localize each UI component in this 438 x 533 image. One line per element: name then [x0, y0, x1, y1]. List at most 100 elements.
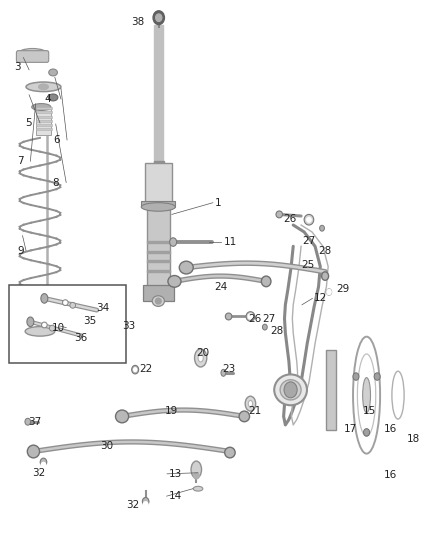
Text: 20: 20: [196, 348, 209, 358]
Bar: [147, 251, 170, 253]
Ellipse shape: [326, 289, 332, 295]
Text: 22: 22: [140, 364, 153, 374]
Ellipse shape: [194, 349, 207, 367]
Ellipse shape: [27, 445, 39, 458]
Ellipse shape: [261, 276, 271, 287]
Ellipse shape: [221, 369, 226, 376]
Text: 33: 33: [122, 321, 135, 331]
Text: 10: 10: [52, 322, 65, 333]
Bar: [147, 205, 170, 288]
Ellipse shape: [193, 486, 203, 491]
Text: 11: 11: [223, 237, 237, 247]
Ellipse shape: [179, 261, 193, 274]
Text: 30: 30: [100, 441, 113, 451]
Ellipse shape: [245, 396, 256, 411]
Ellipse shape: [64, 301, 67, 304]
Bar: [154, 25, 163, 163]
Text: 5: 5: [25, 118, 32, 128]
Ellipse shape: [25, 327, 55, 336]
Text: 28: 28: [318, 246, 332, 255]
Text: 7: 7: [17, 156, 24, 166]
Text: 3: 3: [14, 62, 21, 72]
Circle shape: [374, 373, 380, 380]
Ellipse shape: [48, 94, 58, 101]
Text: 34: 34: [96, 303, 109, 313]
Text: 32: 32: [32, 468, 46, 478]
Ellipse shape: [320, 225, 325, 231]
Circle shape: [284, 382, 297, 398]
Text: 21: 21: [249, 406, 262, 416]
Ellipse shape: [32, 103, 51, 110]
Text: 26: 26: [249, 313, 262, 324]
Ellipse shape: [248, 400, 253, 407]
Text: 16: 16: [384, 424, 397, 434]
Text: 24: 24: [214, 282, 227, 292]
Bar: [35, 124, 52, 126]
Ellipse shape: [116, 410, 129, 423]
Text: 28: 28: [271, 326, 284, 336]
Ellipse shape: [248, 314, 253, 319]
Ellipse shape: [41, 294, 48, 303]
Ellipse shape: [40, 458, 47, 466]
Text: 29: 29: [336, 284, 349, 294]
Text: 9: 9: [17, 246, 24, 255]
Ellipse shape: [155, 298, 161, 304]
Ellipse shape: [262, 324, 267, 330]
Bar: [9, 285, 126, 364]
Text: 1: 1: [215, 198, 221, 208]
Text: 27: 27: [302, 236, 315, 246]
Ellipse shape: [363, 377, 371, 413]
Ellipse shape: [143, 502, 148, 507]
Bar: [147, 270, 170, 272]
Circle shape: [153, 11, 164, 25]
Ellipse shape: [152, 296, 164, 306]
Text: 35: 35: [83, 316, 96, 326]
Ellipse shape: [27, 317, 34, 327]
Text: 6: 6: [53, 135, 60, 145]
Text: 19: 19: [164, 406, 178, 416]
Ellipse shape: [132, 366, 139, 374]
Circle shape: [364, 429, 370, 436]
Bar: [141, 200, 175, 207]
Text: 36: 36: [74, 333, 87, 343]
Ellipse shape: [246, 312, 255, 321]
Text: 16: 16: [384, 470, 397, 480]
Ellipse shape: [18, 49, 47, 59]
Text: 25: 25: [301, 261, 314, 270]
Bar: [35, 107, 52, 109]
Ellipse shape: [49, 325, 55, 331]
Ellipse shape: [225, 313, 232, 320]
Ellipse shape: [63, 300, 68, 305]
Ellipse shape: [198, 354, 203, 362]
Ellipse shape: [239, 411, 250, 422]
Ellipse shape: [141, 203, 175, 211]
Text: 18: 18: [407, 434, 420, 445]
Ellipse shape: [70, 302, 76, 308]
Circle shape: [155, 14, 162, 21]
Ellipse shape: [42, 322, 47, 328]
Text: 17: 17: [343, 424, 357, 434]
Ellipse shape: [26, 82, 61, 92]
Text: 27: 27: [262, 313, 275, 324]
Text: 14: 14: [169, 491, 182, 501]
Text: 26: 26: [284, 214, 297, 224]
Text: 37: 37: [28, 417, 41, 427]
Text: 15: 15: [363, 406, 376, 416]
Ellipse shape: [276, 211, 283, 218]
Bar: [143, 285, 173, 301]
Bar: [36, 108, 51, 135]
Text: 13: 13: [169, 469, 182, 479]
Ellipse shape: [49, 69, 57, 76]
Text: 38: 38: [131, 17, 144, 27]
Bar: [154, 161, 163, 165]
Text: 12: 12: [314, 293, 328, 303]
Ellipse shape: [170, 238, 177, 246]
Ellipse shape: [280, 379, 301, 400]
Text: 4: 4: [44, 94, 51, 104]
Ellipse shape: [304, 214, 314, 225]
FancyBboxPatch shape: [16, 51, 49, 62]
Circle shape: [353, 373, 359, 380]
Bar: [35, 128, 52, 131]
Bar: [35, 120, 52, 122]
Circle shape: [327, 289, 331, 295]
